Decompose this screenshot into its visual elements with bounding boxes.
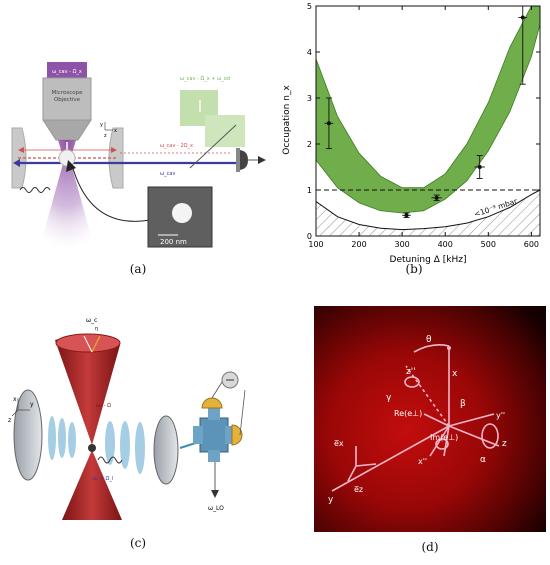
blue-label: ω_cav — [160, 171, 176, 177]
panel-b: 100 200 300 400 500 600 0 1 2 3 4 5 Occupation n_x … — [278, 0, 550, 280]
y-tick-label: 3 — [307, 94, 312, 103]
x-tick-label: 200 — [351, 240, 366, 249]
y-tick-label: 5 — [307, 2, 312, 11]
data-point — [434, 195, 439, 200]
label-omega0-minus: ω₀ - Ω — [96, 403, 111, 409]
label-gamma: γ — [386, 393, 392, 403]
svg-text:y: y — [30, 401, 34, 408]
data-point — [520, 15, 525, 20]
objective-box-label: ω_cav - Ω_x — [52, 69, 82, 75]
hatched-region — [316, 190, 540, 236]
caption-d: (d) — [421, 540, 439, 554]
objective-label-2: Objective — [54, 97, 81, 103]
cavity-mode — [48, 416, 145, 474]
objective-body — [42, 77, 92, 121]
rotation-background — [314, 306, 546, 532]
caption-c: (c) — [129, 536, 147, 550]
panel-a: ω_cav - Ω_x Microscope Objective ω_cav -… — [0, 0, 275, 280]
panel-c: x y z ω_c ω₀ - Ω ω₀ + Ω_l ω_LO η (c) — [0, 300, 275, 565]
panel-d: θ z'' x γ β Re(e⊥) y'' z Im(e⊥) α e̅x x'… — [314, 306, 546, 565]
label-beta: β — [460, 399, 466, 409]
caption-a: (a) — [129, 262, 147, 276]
x-tick-label: 500 — [481, 240, 496, 249]
cavity-mirror-left — [13, 389, 43, 481]
x-axis-label: Detuning Δ [kHz] — [390, 255, 467, 265]
panel-c-axes — [11, 398, 30, 417]
objective-top-box — [47, 62, 87, 78]
label-eta: η — [95, 326, 98, 332]
data-point — [326, 121, 331, 126]
objective-label-1: Microscope — [52, 90, 84, 96]
rotation-axes — [331, 344, 500, 492]
caption-b: (b) — [405, 262, 423, 276]
label-x: x — [452, 369, 458, 379]
particle — [58, 149, 76, 167]
svg-text:z: z — [8, 417, 11, 424]
data-point — [477, 165, 482, 169]
green-arm — [205, 115, 245, 147]
beam-splitter — [193, 408, 235, 462]
sem-particle — [172, 203, 192, 223]
tweezer-cone-top — [55, 336, 120, 445]
y-axis-label: Occupation n_x — [282, 85, 292, 155]
label-alpha: α — [480, 455, 486, 465]
x-tick-label: 400 — [438, 240, 453, 249]
label-xpp: x'' — [418, 457, 427, 466]
panel-a-diagram: ω_cav - Ω_x Microscope Objective ω_cav -… — [11, 62, 266, 250]
label-omega0-plus: ω₀ + Ω_l — [92, 476, 113, 482]
y-tick-label: 0 — [307, 232, 312, 241]
label-ex: e̅x — [334, 439, 344, 448]
label-omega-c: ω_c — [86, 317, 97, 324]
y-tick-label: 1 — [307, 186, 312, 195]
objective-tip — [42, 119, 92, 141]
band-high-pressure — [316, 6, 540, 214]
y-tick-label: 4 — [307, 48, 312, 57]
curve-low-pressure — [316, 189, 540, 231]
label-ez: e̅z — [354, 485, 364, 494]
x-tick-label: 300 — [395, 240, 410, 249]
nanoparticle — [88, 444, 96, 452]
detector-right — [231, 424, 243, 446]
svg-text:z: z — [104, 133, 107, 139]
cavity-mirror-right — [153, 415, 179, 485]
data-point — [404, 213, 409, 218]
label-omega-lo: ω_LO — [208, 505, 224, 512]
panel-c-diagram: x y z ω_c ω₀ - Ω ω₀ + Ω_l ω_LO η — [8, 317, 246, 524]
tweezer-cone-bottom — [62, 450, 122, 524]
detector-top — [201, 397, 223, 409]
svg-text:x: x — [114, 128, 117, 134]
x-tick-label: 100 — [308, 240, 323, 249]
label-re: Re(e⊥) — [394, 409, 422, 418]
label-im: Im(e⊥) — [430, 433, 458, 442]
green-label: ω_cav - Ω_x + ω_od — [180, 76, 230, 82]
trap-beam — [39, 140, 95, 250]
red-label: ω_cav - 2Ω_x — [160, 143, 193, 149]
svg-text:y: y — [100, 122, 103, 128]
squiggle — [19, 187, 51, 193]
label-ypp: y'' — [496, 411, 505, 420]
label-y: y — [328, 495, 334, 505]
label-theta: θ — [426, 335, 432, 345]
panel-a-axes — [104, 122, 113, 131]
svg-text:x: x — [13, 396, 17, 403]
panel-d-diagram: θ z'' x γ β Re(e⊥) y'' z Im(e⊥) α e̅x x'… — [314, 306, 546, 532]
label-zpp: z'' — [406, 367, 416, 377]
x-tick-label: 600 — [524, 240, 539, 249]
label-z: z — [502, 439, 507, 449]
y-tick-label: 2 — [307, 140, 312, 149]
scale-label: 200 nm — [160, 238, 187, 246]
plot-frame — [315, 5, 541, 237]
